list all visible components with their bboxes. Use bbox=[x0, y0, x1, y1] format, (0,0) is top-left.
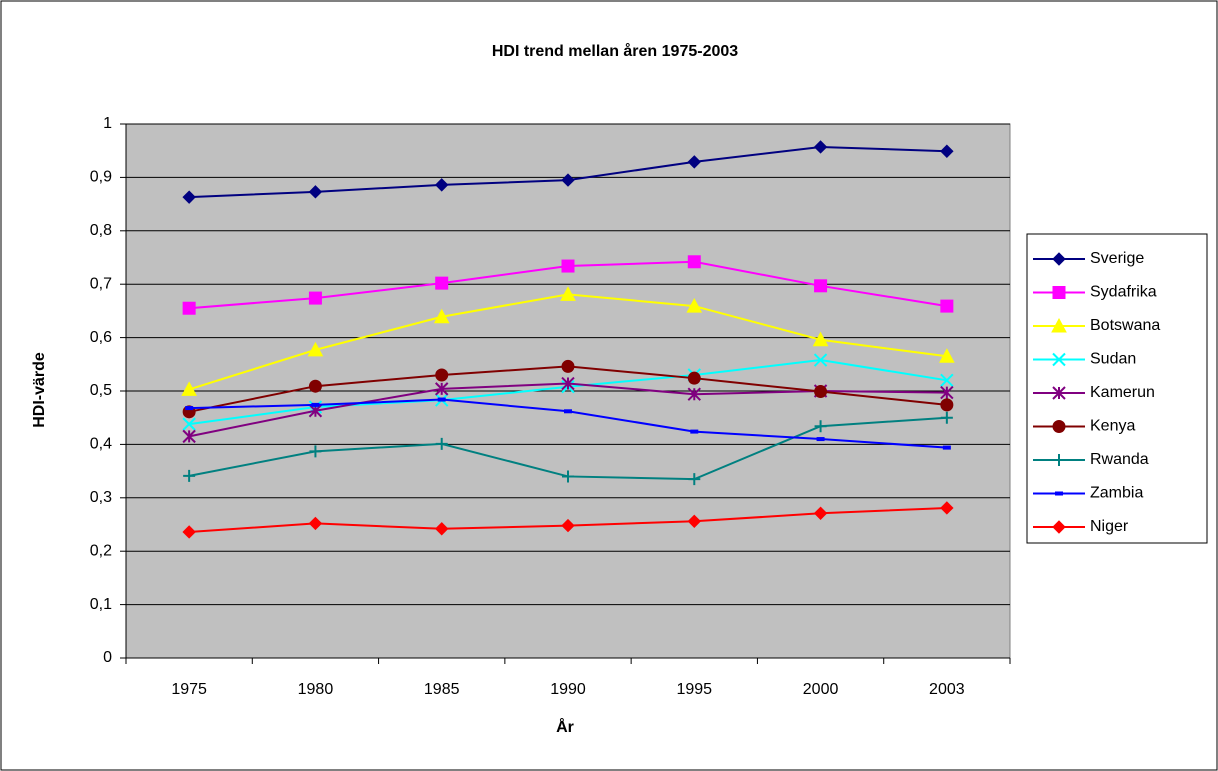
marker bbox=[813, 353, 828, 367]
y-tick-label: 0,4 bbox=[90, 436, 112, 453]
marker bbox=[812, 331, 829, 347]
marker bbox=[940, 299, 954, 313]
legend-label: Zambia bbox=[1090, 485, 1143, 502]
chart-title: HDI trend mellan åren 1975-2003 bbox=[492, 42, 738, 60]
marker bbox=[940, 411, 953, 424]
marker bbox=[814, 279, 828, 293]
marker bbox=[939, 348, 955, 363]
marker bbox=[814, 385, 828, 399]
x-tick-label: 1980 bbox=[298, 681, 334, 698]
y-tick-label: 0,3 bbox=[90, 489, 112, 506]
marker bbox=[687, 514, 701, 529]
marker bbox=[940, 144, 954, 158]
y-tick-label: 0,6 bbox=[90, 329, 112, 346]
y-tick-label: 0,7 bbox=[90, 275, 112, 292]
y-tick-label: 0,8 bbox=[90, 222, 112, 239]
x-tick-label: 1975 bbox=[171, 681, 207, 698]
legend-marker bbox=[1052, 352, 1066, 367]
marker bbox=[311, 402, 320, 407]
y-tick-label: 0,1 bbox=[90, 596, 112, 613]
marker bbox=[561, 259, 575, 273]
legend-marker bbox=[1052, 286, 1066, 299]
legend-marker bbox=[1052, 252, 1066, 266]
marker bbox=[690, 429, 699, 434]
legend-label: Rwanda bbox=[1090, 451, 1149, 468]
marker bbox=[435, 437, 448, 450]
marker bbox=[435, 382, 449, 396]
marker bbox=[687, 371, 701, 385]
legend-label: Botswana bbox=[1090, 317, 1160, 334]
marker bbox=[561, 376, 575, 391]
y-tick-label: 1 bbox=[103, 115, 112, 132]
y-tick-label: 0,5 bbox=[90, 382, 112, 399]
x-tick-label: 1990 bbox=[550, 681, 586, 698]
marker bbox=[940, 501, 954, 515]
marker bbox=[561, 518, 575, 533]
legend-label: Kamerun bbox=[1090, 384, 1155, 401]
legend-label: Sverige bbox=[1090, 250, 1144, 267]
y-tick-label: 0,9 bbox=[90, 169, 112, 186]
legend-label: Sudan bbox=[1090, 351, 1136, 368]
marker bbox=[182, 525, 196, 539]
marker bbox=[562, 470, 574, 483]
x-tick-label: 1995 bbox=[676, 681, 712, 698]
marker bbox=[308, 291, 322, 305]
marker bbox=[182, 190, 196, 204]
y-tick-label: 0,2 bbox=[90, 542, 112, 559]
marker bbox=[308, 516, 323, 531]
legend-label: Kenya bbox=[1090, 418, 1135, 435]
legend-marker bbox=[1055, 491, 1063, 496]
marker bbox=[687, 387, 701, 401]
marker bbox=[307, 341, 324, 357]
marker bbox=[687, 155, 701, 169]
marker bbox=[560, 286, 576, 301]
marker bbox=[687, 255, 701, 269]
legend-label: Sydafrika bbox=[1090, 284, 1157, 301]
marker bbox=[813, 506, 828, 520]
marker bbox=[182, 417, 196, 431]
marker bbox=[814, 420, 827, 433]
y-tick-label: 0 bbox=[103, 649, 112, 666]
x-tick-label: 1985 bbox=[424, 681, 460, 698]
marker bbox=[183, 469, 196, 482]
marker bbox=[435, 522, 449, 536]
legend-marker bbox=[1052, 386, 1066, 400]
marker bbox=[433, 308, 450, 324]
y-axis-label: HDI-värde bbox=[31, 352, 48, 428]
marker bbox=[940, 373, 954, 388]
marker bbox=[308, 185, 323, 199]
legend-marker bbox=[1051, 317, 1067, 333]
marker bbox=[435, 276, 449, 290]
marker bbox=[561, 173, 575, 187]
x-tick-label: 2003 bbox=[929, 681, 965, 698]
marker bbox=[813, 140, 828, 154]
marker bbox=[309, 445, 322, 458]
marker bbox=[181, 381, 197, 396]
marker bbox=[561, 359, 575, 373]
marker bbox=[308, 379, 322, 393]
marker bbox=[435, 178, 449, 192]
marker bbox=[182, 301, 196, 315]
marker bbox=[816, 437, 825, 442]
marker bbox=[435, 368, 449, 382]
legend-label: Niger bbox=[1090, 518, 1129, 535]
x-tick-label: 2000 bbox=[803, 681, 839, 698]
legend-marker bbox=[1052, 520, 1066, 534]
marker bbox=[688, 473, 701, 486]
x-axis-label: År bbox=[556, 717, 574, 736]
legend-marker bbox=[1053, 454, 1065, 466]
marker bbox=[686, 298, 703, 313]
marker bbox=[564, 409, 572, 414]
marker bbox=[437, 397, 446, 402]
legend-marker bbox=[1052, 420, 1066, 433]
marker bbox=[940, 385, 954, 400]
marker bbox=[182, 429, 196, 444]
marker bbox=[940, 398, 954, 412]
marker bbox=[942, 445, 951, 450]
marker bbox=[185, 406, 194, 411]
